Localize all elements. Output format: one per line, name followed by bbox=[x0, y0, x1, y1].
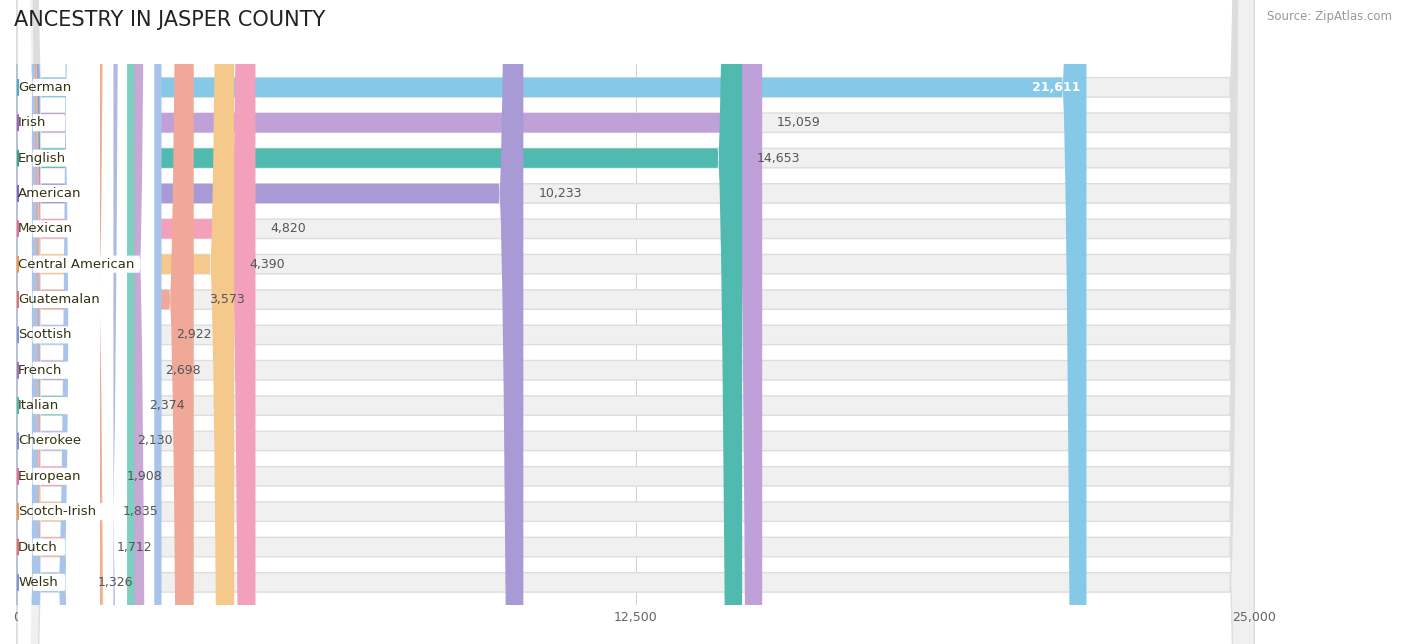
FancyBboxPatch shape bbox=[17, 0, 1254, 644]
FancyBboxPatch shape bbox=[18, 0, 93, 644]
Text: Scottish: Scottish bbox=[18, 328, 72, 341]
FancyBboxPatch shape bbox=[17, 0, 101, 644]
Text: French: French bbox=[18, 364, 63, 377]
Text: ANCESTRY IN JASPER COUNTY: ANCESTRY IN JASPER COUNTY bbox=[14, 10, 325, 30]
FancyBboxPatch shape bbox=[17, 0, 135, 644]
Text: Italian: Italian bbox=[18, 399, 59, 412]
FancyBboxPatch shape bbox=[17, 0, 83, 644]
Text: Dutch: Dutch bbox=[18, 540, 58, 554]
FancyBboxPatch shape bbox=[18, 0, 93, 644]
Text: 1,908: 1,908 bbox=[127, 470, 162, 483]
FancyBboxPatch shape bbox=[17, 0, 762, 644]
FancyBboxPatch shape bbox=[17, 0, 1087, 644]
FancyBboxPatch shape bbox=[18, 0, 79, 644]
FancyBboxPatch shape bbox=[18, 0, 79, 644]
FancyBboxPatch shape bbox=[17, 0, 256, 644]
FancyBboxPatch shape bbox=[18, 0, 79, 644]
Text: Central American: Central American bbox=[18, 258, 135, 270]
FancyBboxPatch shape bbox=[17, 0, 1254, 644]
FancyBboxPatch shape bbox=[18, 0, 100, 644]
FancyBboxPatch shape bbox=[17, 0, 1254, 644]
Text: 4,820: 4,820 bbox=[270, 222, 307, 235]
FancyBboxPatch shape bbox=[18, 0, 114, 644]
FancyBboxPatch shape bbox=[17, 0, 1254, 644]
Text: 14,653: 14,653 bbox=[756, 151, 800, 165]
Text: European: European bbox=[18, 470, 82, 483]
FancyBboxPatch shape bbox=[17, 0, 1254, 644]
Text: 21,611: 21,611 bbox=[1032, 81, 1080, 94]
FancyBboxPatch shape bbox=[17, 0, 1254, 644]
Text: 1,835: 1,835 bbox=[122, 505, 159, 518]
FancyBboxPatch shape bbox=[18, 0, 155, 644]
FancyBboxPatch shape bbox=[17, 0, 162, 644]
FancyBboxPatch shape bbox=[17, 0, 150, 644]
Text: 15,059: 15,059 bbox=[778, 116, 821, 129]
FancyBboxPatch shape bbox=[18, 0, 127, 644]
FancyBboxPatch shape bbox=[18, 0, 86, 644]
FancyBboxPatch shape bbox=[17, 0, 1254, 644]
Text: 2,698: 2,698 bbox=[166, 364, 201, 377]
FancyBboxPatch shape bbox=[17, 0, 1254, 644]
FancyBboxPatch shape bbox=[17, 0, 1254, 644]
Text: 2,130: 2,130 bbox=[138, 435, 173, 448]
Text: 2,922: 2,922 bbox=[176, 328, 212, 341]
FancyBboxPatch shape bbox=[17, 0, 1254, 644]
Text: Source: ZipAtlas.com: Source: ZipAtlas.com bbox=[1267, 10, 1392, 23]
FancyBboxPatch shape bbox=[17, 0, 194, 644]
FancyBboxPatch shape bbox=[17, 0, 111, 644]
FancyBboxPatch shape bbox=[17, 0, 1254, 644]
FancyBboxPatch shape bbox=[17, 0, 523, 644]
Text: 1,326: 1,326 bbox=[97, 576, 134, 589]
FancyBboxPatch shape bbox=[17, 0, 1254, 644]
FancyBboxPatch shape bbox=[18, 0, 100, 644]
FancyBboxPatch shape bbox=[17, 0, 122, 644]
Text: Irish: Irish bbox=[18, 116, 46, 129]
FancyBboxPatch shape bbox=[17, 0, 742, 644]
Text: 2,374: 2,374 bbox=[149, 399, 184, 412]
Text: Guatemalan: Guatemalan bbox=[18, 293, 100, 306]
Text: 1,712: 1,712 bbox=[117, 540, 152, 554]
Text: Mexican: Mexican bbox=[18, 222, 73, 235]
FancyBboxPatch shape bbox=[17, 0, 1254, 644]
Text: German: German bbox=[18, 81, 72, 94]
FancyBboxPatch shape bbox=[18, 0, 93, 644]
FancyBboxPatch shape bbox=[18, 0, 100, 644]
Text: 10,233: 10,233 bbox=[538, 187, 582, 200]
Text: Scotch-Irish: Scotch-Irish bbox=[18, 505, 97, 518]
FancyBboxPatch shape bbox=[18, 0, 100, 644]
FancyBboxPatch shape bbox=[17, 0, 108, 644]
Text: English: English bbox=[18, 151, 66, 165]
FancyBboxPatch shape bbox=[17, 0, 1254, 644]
FancyBboxPatch shape bbox=[18, 0, 86, 644]
Text: Welsh: Welsh bbox=[18, 576, 58, 589]
Text: American: American bbox=[18, 187, 82, 200]
FancyBboxPatch shape bbox=[17, 0, 1254, 644]
Text: 3,573: 3,573 bbox=[208, 293, 245, 306]
Text: 4,390: 4,390 bbox=[249, 258, 284, 270]
Text: Cherokee: Cherokee bbox=[18, 435, 82, 448]
FancyBboxPatch shape bbox=[17, 0, 235, 644]
